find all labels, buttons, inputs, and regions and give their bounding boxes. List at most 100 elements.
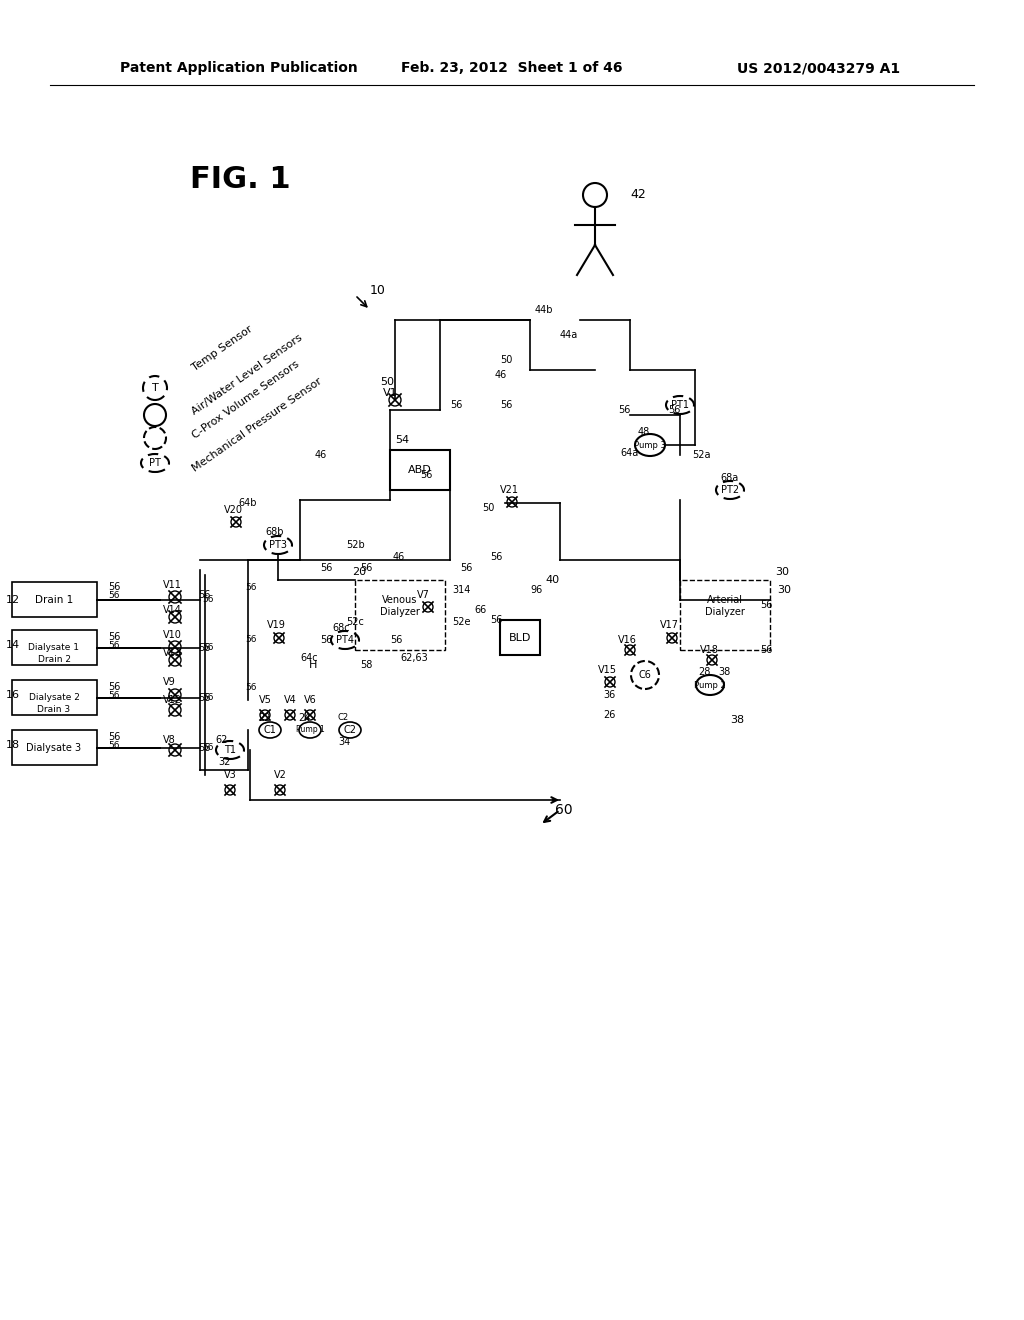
Text: 42: 42 xyxy=(630,189,646,202)
Circle shape xyxy=(423,602,433,612)
Text: 36: 36 xyxy=(603,690,615,700)
Circle shape xyxy=(507,498,517,507)
Text: 14: 14 xyxy=(6,640,20,649)
Text: 66: 66 xyxy=(474,605,486,615)
Text: 40: 40 xyxy=(545,576,559,585)
Text: 34: 34 xyxy=(338,737,350,747)
Ellipse shape xyxy=(716,480,744,499)
Text: PT: PT xyxy=(150,458,161,469)
Text: 60: 60 xyxy=(555,803,572,817)
Text: 50: 50 xyxy=(380,378,394,387)
Circle shape xyxy=(707,655,717,665)
Text: V7: V7 xyxy=(417,590,430,601)
Text: 46: 46 xyxy=(495,370,507,380)
Text: V15: V15 xyxy=(598,665,617,675)
Text: 56: 56 xyxy=(490,552,503,562)
Text: 56: 56 xyxy=(360,564,373,573)
Circle shape xyxy=(625,645,635,655)
Circle shape xyxy=(231,517,241,527)
Text: 62: 62 xyxy=(215,735,227,744)
Circle shape xyxy=(274,634,284,643)
Text: 52c: 52c xyxy=(346,616,364,627)
Circle shape xyxy=(667,634,677,643)
Bar xyxy=(680,579,770,649)
Text: Dialyzer: Dialyzer xyxy=(706,607,744,616)
Text: 64a: 64a xyxy=(620,447,638,458)
Text: V2: V2 xyxy=(273,770,287,780)
Text: V12: V12 xyxy=(163,696,182,705)
Circle shape xyxy=(144,426,166,449)
Ellipse shape xyxy=(141,454,169,473)
Text: 64c: 64c xyxy=(300,653,317,663)
Text: Dialyzer: Dialyzer xyxy=(380,607,420,616)
Text: 56: 56 xyxy=(319,564,333,573)
Text: 52e: 52e xyxy=(452,616,470,627)
Text: PT4: PT4 xyxy=(336,635,354,645)
Text: 56: 56 xyxy=(108,582,121,591)
Text: 56: 56 xyxy=(198,590,210,601)
Text: 56: 56 xyxy=(108,640,120,649)
Text: 56: 56 xyxy=(198,743,210,752)
Ellipse shape xyxy=(216,741,244,759)
Text: 56: 56 xyxy=(202,595,213,605)
Text: 18: 18 xyxy=(6,741,20,750)
Text: C2: C2 xyxy=(338,714,349,722)
Text: Mechanical Pressure Sensor: Mechanical Pressure Sensor xyxy=(190,376,324,474)
Bar xyxy=(12,582,97,616)
Text: 56: 56 xyxy=(202,743,213,752)
Text: V20: V20 xyxy=(224,506,243,515)
Text: Air/Water Level Sensors: Air/Water Level Sensors xyxy=(190,333,304,417)
Text: 56: 56 xyxy=(618,405,631,414)
Text: Drain 2: Drain 2 xyxy=(38,656,71,664)
Text: 56: 56 xyxy=(668,405,680,414)
Text: 44a: 44a xyxy=(560,330,579,341)
Text: 32: 32 xyxy=(218,756,230,767)
Text: V11: V11 xyxy=(163,579,182,590)
Text: V5: V5 xyxy=(259,696,271,705)
Text: 68c: 68c xyxy=(332,623,349,634)
Text: V4: V4 xyxy=(284,696,296,705)
Circle shape xyxy=(143,376,167,400)
Text: 58: 58 xyxy=(360,660,373,671)
Text: V6: V6 xyxy=(304,696,316,705)
Ellipse shape xyxy=(331,631,359,649)
Bar xyxy=(355,579,445,649)
Text: 46: 46 xyxy=(393,552,406,562)
Ellipse shape xyxy=(635,434,665,455)
Text: 56: 56 xyxy=(245,684,256,693)
Text: Drain 3: Drain 3 xyxy=(38,705,71,714)
Bar xyxy=(12,630,97,665)
Text: PT2: PT2 xyxy=(721,484,739,495)
Text: 56: 56 xyxy=(760,601,772,610)
Text: V21: V21 xyxy=(500,484,519,495)
Circle shape xyxy=(169,591,181,603)
Text: V17: V17 xyxy=(660,620,679,630)
Text: 38: 38 xyxy=(718,667,730,677)
Ellipse shape xyxy=(339,722,361,738)
Text: Pump 3: Pump 3 xyxy=(634,441,666,450)
Text: 56: 56 xyxy=(202,693,213,702)
Circle shape xyxy=(225,785,234,795)
Bar xyxy=(500,620,540,655)
Text: 56: 56 xyxy=(108,690,120,700)
Text: 56: 56 xyxy=(198,693,210,704)
Text: 56: 56 xyxy=(202,644,213,652)
Circle shape xyxy=(583,183,607,207)
Text: 56: 56 xyxy=(245,635,256,644)
Text: 20: 20 xyxy=(352,568,367,577)
Text: 56: 56 xyxy=(245,583,256,593)
Text: 64b: 64b xyxy=(238,498,256,508)
Text: V14: V14 xyxy=(163,605,182,615)
Text: 26: 26 xyxy=(603,710,615,719)
Text: 52a: 52a xyxy=(692,450,711,459)
Text: 52b: 52b xyxy=(346,540,365,550)
Text: 30: 30 xyxy=(775,568,790,577)
Text: 56: 56 xyxy=(760,645,772,655)
Text: V19: V19 xyxy=(267,620,286,630)
Text: V18: V18 xyxy=(700,645,719,655)
Circle shape xyxy=(605,677,615,686)
Text: 68a: 68a xyxy=(720,473,738,483)
Text: Venous: Venous xyxy=(382,595,418,605)
Text: 56: 56 xyxy=(108,632,121,642)
Circle shape xyxy=(169,744,181,756)
